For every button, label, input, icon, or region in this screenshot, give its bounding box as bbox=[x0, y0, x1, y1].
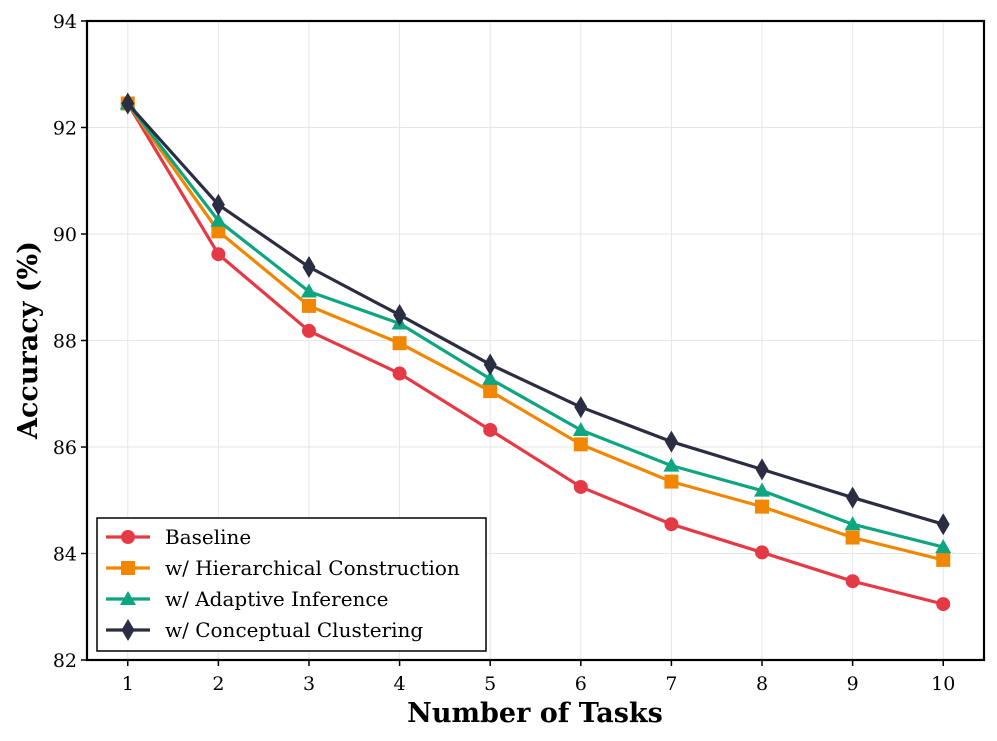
data-point bbox=[301, 323, 316, 338]
data-point bbox=[754, 482, 771, 497]
data-point bbox=[121, 92, 135, 115]
data-point bbox=[573, 437, 588, 452]
legend-entry: w/ Conceptual Clustering bbox=[106, 618, 423, 642]
plot-frame bbox=[85, 19, 986, 662]
data-point bbox=[845, 530, 860, 545]
y-tick-label: 86 bbox=[53, 437, 77, 459]
legend-label: w/ Conceptual Clustering bbox=[165, 618, 423, 642]
x-tick-label: 6 bbox=[575, 673, 587, 695]
x-tick-label: 5 bbox=[484, 673, 496, 695]
data-point bbox=[935, 539, 952, 554]
data-point bbox=[846, 486, 860, 509]
axis-ticks: 82 84 86 88 90 92 94 1 2 3 4 5 6 7 8 9 10 bbox=[53, 11, 956, 695]
y-tick-label: 82 bbox=[53, 650, 77, 672]
data-point bbox=[393, 303, 407, 326]
x-tick-label: 2 bbox=[212, 673, 224, 695]
data-point bbox=[664, 517, 679, 532]
data-point bbox=[845, 574, 860, 589]
legend-marker bbox=[121, 619, 135, 641]
data-point bbox=[300, 283, 317, 298]
data-point bbox=[211, 247, 226, 262]
data-point bbox=[392, 336, 407, 351]
series-w-hierarchical-construction bbox=[120, 96, 951, 567]
legend-label: w/ Hierarchical Construction bbox=[165, 556, 460, 580]
legend-marker bbox=[121, 530, 135, 544]
legend-marker bbox=[121, 561, 135, 575]
data-point bbox=[483, 422, 498, 437]
data-point bbox=[663, 457, 680, 472]
x-tick-label: 9 bbox=[847, 673, 859, 695]
x-tick-label: 8 bbox=[756, 673, 768, 695]
x-tick-label: 10 bbox=[931, 673, 955, 695]
data-point bbox=[301, 298, 316, 313]
data-point bbox=[664, 474, 679, 489]
data-point bbox=[936, 552, 951, 567]
data-point bbox=[210, 212, 227, 227]
data-point bbox=[936, 597, 951, 612]
data-point bbox=[574, 396, 588, 419]
legend-entry: w/ Adaptive Inference bbox=[106, 587, 388, 611]
grid bbox=[87, 20, 984, 661]
data-point bbox=[302, 256, 316, 279]
legend-label: w/ Adaptive Inference bbox=[165, 587, 388, 611]
data-point bbox=[755, 545, 770, 560]
series-line bbox=[126, 101, 945, 606]
legend-marker bbox=[120, 591, 136, 605]
legend-entry: Baseline bbox=[106, 525, 251, 549]
data-point bbox=[573, 479, 588, 494]
x-tick-label: 7 bbox=[665, 673, 677, 695]
series-line bbox=[126, 101, 945, 549]
data-point bbox=[211, 193, 225, 216]
data-point bbox=[755, 499, 770, 514]
data-point bbox=[664, 430, 678, 453]
data-point bbox=[483, 384, 498, 399]
data-point bbox=[755, 458, 769, 481]
series-line bbox=[126, 101, 945, 526]
series-w-adaptive-inference bbox=[119, 95, 952, 554]
legend-entry: w/ Hierarchical Construction bbox=[106, 556, 460, 580]
data-point bbox=[936, 513, 950, 536]
y-tick-label: 84 bbox=[53, 544, 77, 566]
data-point bbox=[483, 353, 497, 376]
legend-box bbox=[96, 517, 487, 652]
data-point bbox=[572, 421, 589, 436]
x-axis-title: Number of Tasks bbox=[407, 698, 663, 729]
y-axis-title: Accuracy (%) bbox=[13, 241, 44, 440]
legend-label: Baseline bbox=[165, 525, 251, 549]
y-tick-label: 92 bbox=[53, 118, 77, 140]
series-w-conceptual-clustering bbox=[121, 92, 950, 536]
x-tick-label: 3 bbox=[303, 673, 315, 695]
series-line bbox=[126, 101, 945, 562]
data-point bbox=[392, 366, 407, 381]
x-tick-label: 1 bbox=[122, 673, 134, 695]
y-tick-label: 90 bbox=[53, 224, 77, 246]
y-tick-label: 88 bbox=[53, 331, 77, 353]
legend: Baseline w/ Hierarchical Construction w/ A… bbox=[96, 517, 487, 652]
data-point bbox=[211, 224, 226, 239]
series-group bbox=[119, 92, 952, 612]
data-point bbox=[844, 516, 861, 531]
x-tick-label: 4 bbox=[394, 673, 406, 695]
data-point bbox=[482, 370, 499, 385]
y-tick-label: 94 bbox=[53, 11, 77, 33]
